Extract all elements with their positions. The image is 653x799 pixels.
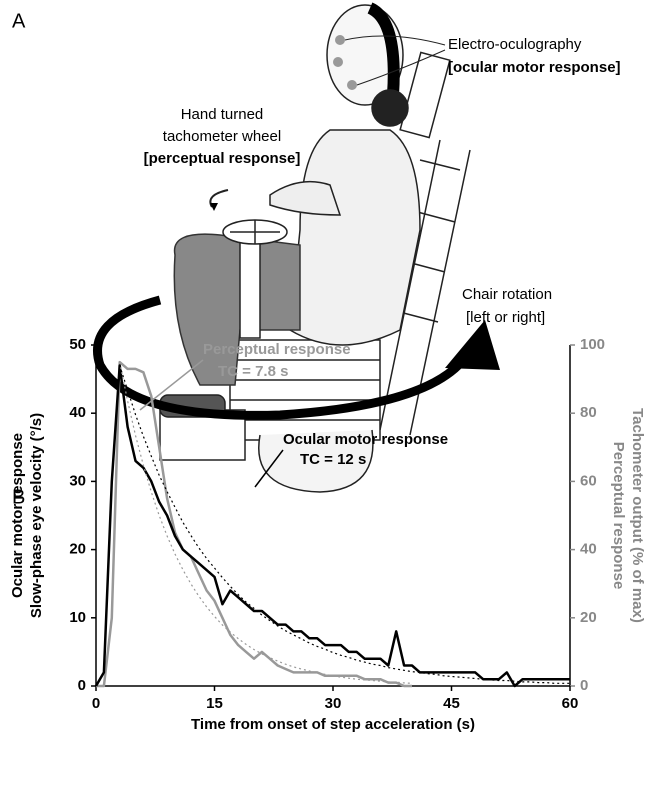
series-label: Ocular motor response [283,431,448,448]
series-label: Perceptual response [203,341,351,358]
panel-label: A [12,10,26,32]
y-axis-label: Slow-phase eye velocity (°/s) [28,413,45,618]
y2-axis-label: Perceptual response [610,442,627,590]
y2-tick-label: 0 [580,677,588,694]
x-tick-label: 60 [562,695,579,712]
y-tick-label: 50 [69,336,86,353]
chair-title: Chair rotation [462,286,552,303]
y2-tick-label: 80 [580,404,597,421]
y2-axis-label: Tachometer output (% of max) [629,408,646,623]
tc-label: TC = 12 s [300,451,366,468]
wheel-note: [perceptual response] [144,150,301,167]
figure: A Electro-oculography [ocular motor resp… [0,0,653,794]
y-tick-label: 40 [69,404,86,421]
page: A Electro-oculography [ocular motor resp… [0,0,653,799]
y-tick-label: 30 [69,472,86,489]
y2-tick-label: 100 [580,336,605,353]
x-tick-label: 0 [92,695,100,712]
x-tick-label: 45 [443,695,460,712]
chair-note: [left or right] [466,309,545,326]
x-tick-label: 30 [325,695,342,712]
y-axis-label: Ocular motor response [9,433,26,598]
x-tick-label: 15 [206,695,223,712]
x-axis-label: Time from onset of step acceleration (s) [191,716,475,733]
y-tick-label: 20 [69,541,86,558]
wheel-title: Hand turned [181,106,264,123]
y-tick-label: 10 [69,609,86,626]
electrode-title: Electro-oculography [448,36,582,53]
electrode-note: [ocular motor response] [448,59,621,76]
wheel-title: tachometer wheel [163,128,281,145]
illustration [98,5,501,492]
tc-label: TC = 7.8 s [218,363,288,380]
y-tick-label: 0 [78,677,86,694]
y2-tick-label: 40 [580,541,597,558]
y2-tick-label: 20 [580,609,597,626]
y2-tick-label: 60 [580,472,597,489]
